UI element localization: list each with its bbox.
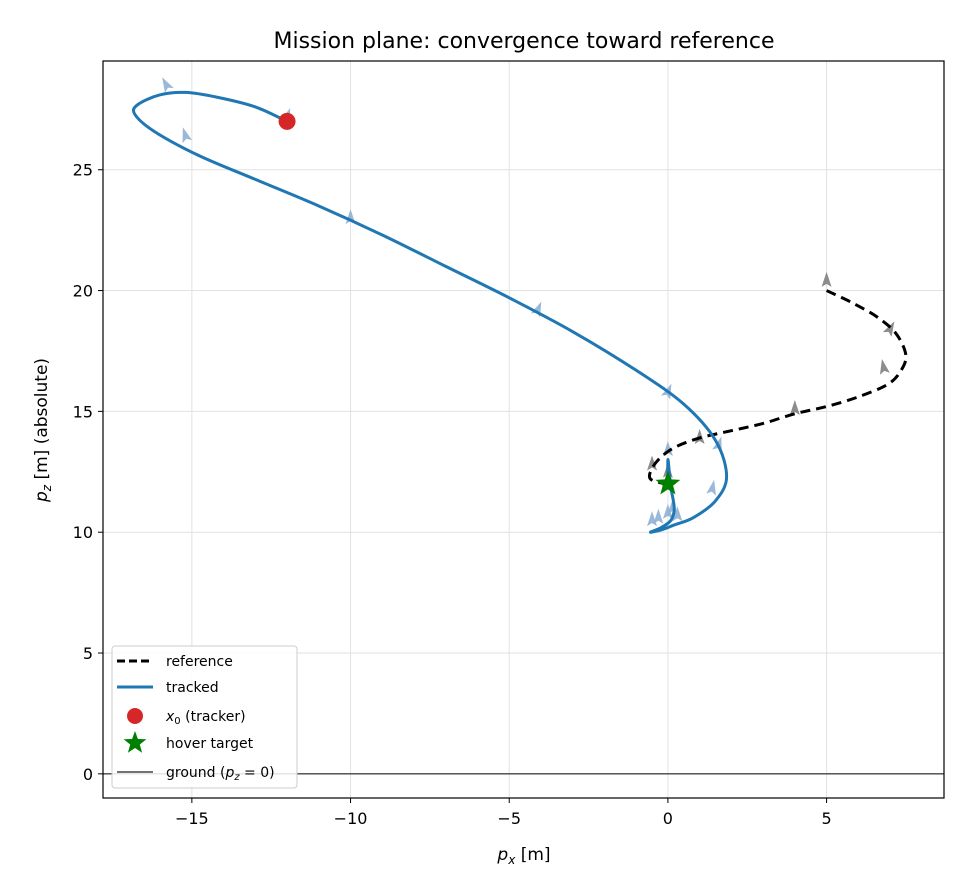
y-tick-label: 5 xyxy=(83,644,93,663)
markers xyxy=(278,112,681,495)
series-group xyxy=(131,90,908,534)
tracked-attitude-marker xyxy=(182,127,193,144)
tracked-attitude-marker-shape xyxy=(653,508,664,524)
legend-target-label: hover target xyxy=(166,736,254,752)
x-tick-label: −15 xyxy=(175,809,209,828)
x-tick-label: −5 xyxy=(497,809,521,828)
reference-attitude-marker xyxy=(882,321,895,337)
y-tick-label: 0 xyxy=(83,765,93,784)
x-axis-label: px [m] xyxy=(496,845,550,867)
tracked-attitude-marker-shape xyxy=(706,479,717,496)
x-tick-label: −10 xyxy=(334,809,368,828)
y-tick-label: 25 xyxy=(73,161,93,180)
y-tick-label: 10 xyxy=(73,523,93,542)
tracked-attitude-marker xyxy=(653,508,664,524)
reference-attitude-marker-shape xyxy=(879,359,890,375)
attitude-markers xyxy=(162,77,895,527)
hover-target-marker xyxy=(655,470,681,495)
reference-attitude-marker xyxy=(879,359,890,375)
legend-reference-label: reference xyxy=(166,654,233,670)
y-tick-label: 20 xyxy=(73,282,93,301)
legend-tracked-label: tracked xyxy=(166,680,219,696)
plot-frame xyxy=(102,60,945,799)
reference-series-line xyxy=(647,289,908,486)
reference-attitude-marker-shape xyxy=(789,399,800,415)
legend-box xyxy=(111,645,298,789)
x-tick-label: 0 xyxy=(663,809,673,828)
y-axis-label: pz [m] (absolute) xyxy=(32,358,54,503)
reference-attitude-marker xyxy=(789,399,800,415)
y-ticks: 0 5 10 15 20 25 xyxy=(73,161,103,784)
tracked-attitude-marker-shape xyxy=(162,77,174,93)
tracked-attitude-marker-shape xyxy=(662,503,673,519)
tracked-attitude-marker xyxy=(706,479,717,496)
reference-attitude-marker-shape xyxy=(882,321,895,337)
x-tick-label: 5 xyxy=(821,809,831,828)
reference-attitude-marker xyxy=(821,271,832,287)
start-point-marker xyxy=(278,112,296,130)
tracked-attitude-marker xyxy=(662,503,673,519)
tracked-attitude-marker-shape xyxy=(182,127,193,144)
legend-ground-label: ground (pz = 0) xyxy=(166,765,275,783)
tracked-attitude-marker xyxy=(162,77,174,93)
reference-attitude-marker-shape xyxy=(821,271,832,287)
legend-target-swatch xyxy=(123,731,147,753)
legend-start-label: x0 (tracker) xyxy=(165,709,246,727)
x-ticks: −15 −10 −5 0 5 xyxy=(175,798,832,828)
y-tick-label: 15 xyxy=(73,402,93,421)
legend-start-swatch xyxy=(127,708,143,724)
chart-title: Mission plane: convergence toward refere… xyxy=(274,29,775,54)
tracked-series-line xyxy=(131,90,729,534)
legend: reference tracked x0 (tracker) hover tar… xyxy=(111,645,298,789)
